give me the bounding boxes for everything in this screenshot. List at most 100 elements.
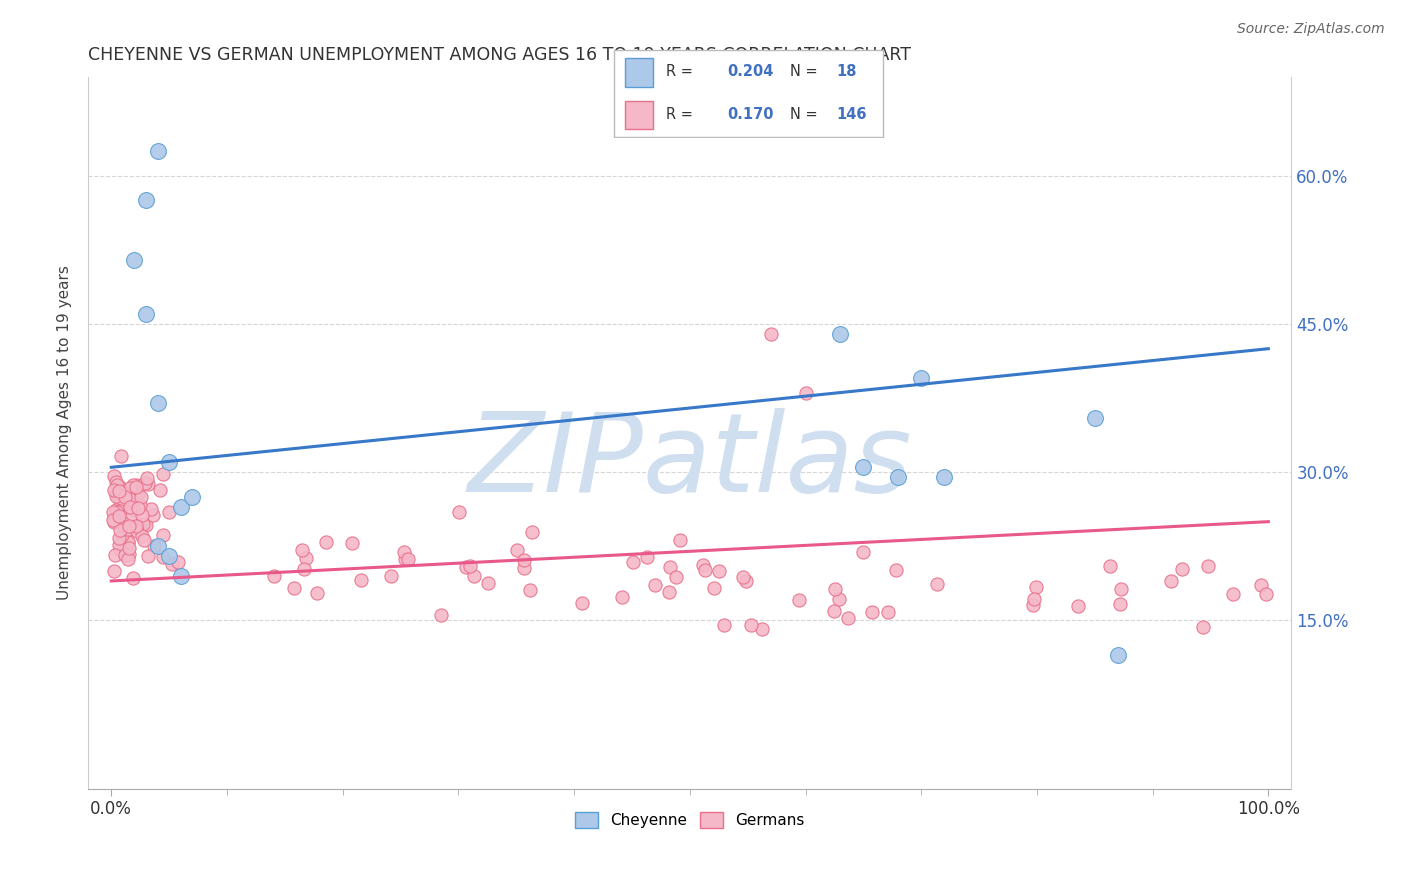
Point bbox=[105, 509, 128, 524]
FancyBboxPatch shape bbox=[626, 101, 652, 129]
Point bbox=[124, 518, 146, 533]
Point bbox=[1170, 562, 1192, 576]
Point bbox=[122, 478, 145, 492]
Point bbox=[114, 548, 136, 562]
Point bbox=[852, 460, 875, 475]
Point bbox=[105, 485, 128, 500]
Point bbox=[1250, 578, 1272, 592]
Legend: Cheyenne, Germans: Cheyenne, Germans bbox=[569, 806, 810, 834]
Point bbox=[135, 194, 157, 208]
Point bbox=[117, 552, 139, 566]
Point bbox=[103, 515, 125, 529]
Point bbox=[669, 533, 692, 548]
Point bbox=[108, 494, 131, 508]
Point bbox=[1107, 648, 1129, 662]
Point bbox=[283, 582, 305, 596]
Point bbox=[105, 478, 128, 492]
Point bbox=[735, 574, 758, 588]
Text: Source: ZipAtlas.com: Source: ZipAtlas.com bbox=[1237, 22, 1385, 37]
Point bbox=[759, 326, 782, 341]
Text: CHEYENNE VS GERMAN UNEMPLOYMENT AMONG AGES 16 TO 19 YEARS CORRELATION CHART: CHEYENNE VS GERMAN UNEMPLOYMENT AMONG AG… bbox=[89, 46, 911, 64]
Point bbox=[170, 500, 193, 514]
Point bbox=[1108, 597, 1130, 611]
Point bbox=[118, 541, 141, 555]
Point bbox=[152, 528, 174, 542]
Point bbox=[105, 514, 128, 528]
Point bbox=[380, 568, 402, 582]
Point bbox=[146, 396, 169, 410]
Point bbox=[129, 490, 152, 504]
Point bbox=[111, 515, 134, 529]
Point bbox=[103, 565, 125, 579]
Point bbox=[114, 520, 136, 534]
Point bbox=[1084, 410, 1107, 425]
Point bbox=[114, 496, 136, 510]
Point bbox=[110, 449, 132, 463]
Point bbox=[463, 569, 485, 583]
Point bbox=[513, 553, 536, 567]
Point bbox=[157, 455, 180, 469]
Point bbox=[934, 470, 956, 484]
Point bbox=[340, 536, 363, 550]
Point bbox=[305, 586, 328, 600]
Point bbox=[1192, 620, 1215, 634]
Point bbox=[120, 508, 142, 522]
Point bbox=[665, 570, 688, 584]
Y-axis label: Unemployment Among Ages 16 to 19 years: Unemployment Among Ages 16 to 19 years bbox=[58, 265, 72, 600]
Point bbox=[125, 477, 148, 491]
FancyBboxPatch shape bbox=[626, 58, 652, 87]
Point bbox=[157, 549, 180, 564]
Point bbox=[117, 522, 139, 536]
Text: 18: 18 bbox=[837, 64, 856, 79]
Point bbox=[886, 563, 908, 577]
Point bbox=[927, 577, 949, 591]
Point bbox=[828, 591, 851, 606]
Point bbox=[124, 252, 146, 267]
Point bbox=[103, 468, 125, 483]
Text: R =: R = bbox=[666, 64, 693, 79]
Point bbox=[142, 508, 165, 522]
Point bbox=[104, 475, 127, 490]
Point bbox=[505, 542, 527, 557]
Point bbox=[114, 490, 136, 504]
Point bbox=[1160, 574, 1182, 588]
Point bbox=[103, 511, 125, 525]
Point bbox=[1109, 582, 1132, 597]
Point bbox=[295, 551, 318, 566]
Point bbox=[108, 481, 131, 495]
Point bbox=[108, 484, 131, 499]
Point bbox=[134, 475, 156, 490]
Point bbox=[1021, 598, 1043, 612]
Point bbox=[127, 524, 149, 538]
Text: 146: 146 bbox=[837, 107, 868, 122]
Point bbox=[621, 555, 644, 569]
Point bbox=[692, 558, 714, 573]
Point bbox=[693, 563, 716, 577]
Point bbox=[787, 593, 810, 607]
Point bbox=[103, 483, 125, 497]
Point bbox=[127, 486, 149, 500]
Point bbox=[394, 545, 416, 559]
Point bbox=[146, 540, 169, 554]
Point bbox=[824, 582, 846, 597]
Point bbox=[118, 500, 141, 514]
Point bbox=[181, 490, 204, 504]
Point bbox=[128, 521, 150, 535]
Point bbox=[794, 386, 817, 401]
Point bbox=[1222, 587, 1244, 601]
Point bbox=[349, 573, 371, 587]
Point bbox=[713, 617, 735, 632]
Point bbox=[876, 606, 898, 620]
Point bbox=[610, 590, 633, 604]
Point bbox=[139, 502, 162, 516]
Point bbox=[291, 542, 314, 557]
Point bbox=[104, 489, 127, 503]
Point bbox=[396, 552, 419, 566]
Point bbox=[108, 486, 131, 500]
Point bbox=[477, 576, 499, 591]
Point bbox=[830, 326, 852, 341]
Point bbox=[105, 505, 128, 519]
Point bbox=[118, 518, 141, 533]
Point bbox=[394, 552, 416, 566]
Point bbox=[122, 503, 145, 517]
